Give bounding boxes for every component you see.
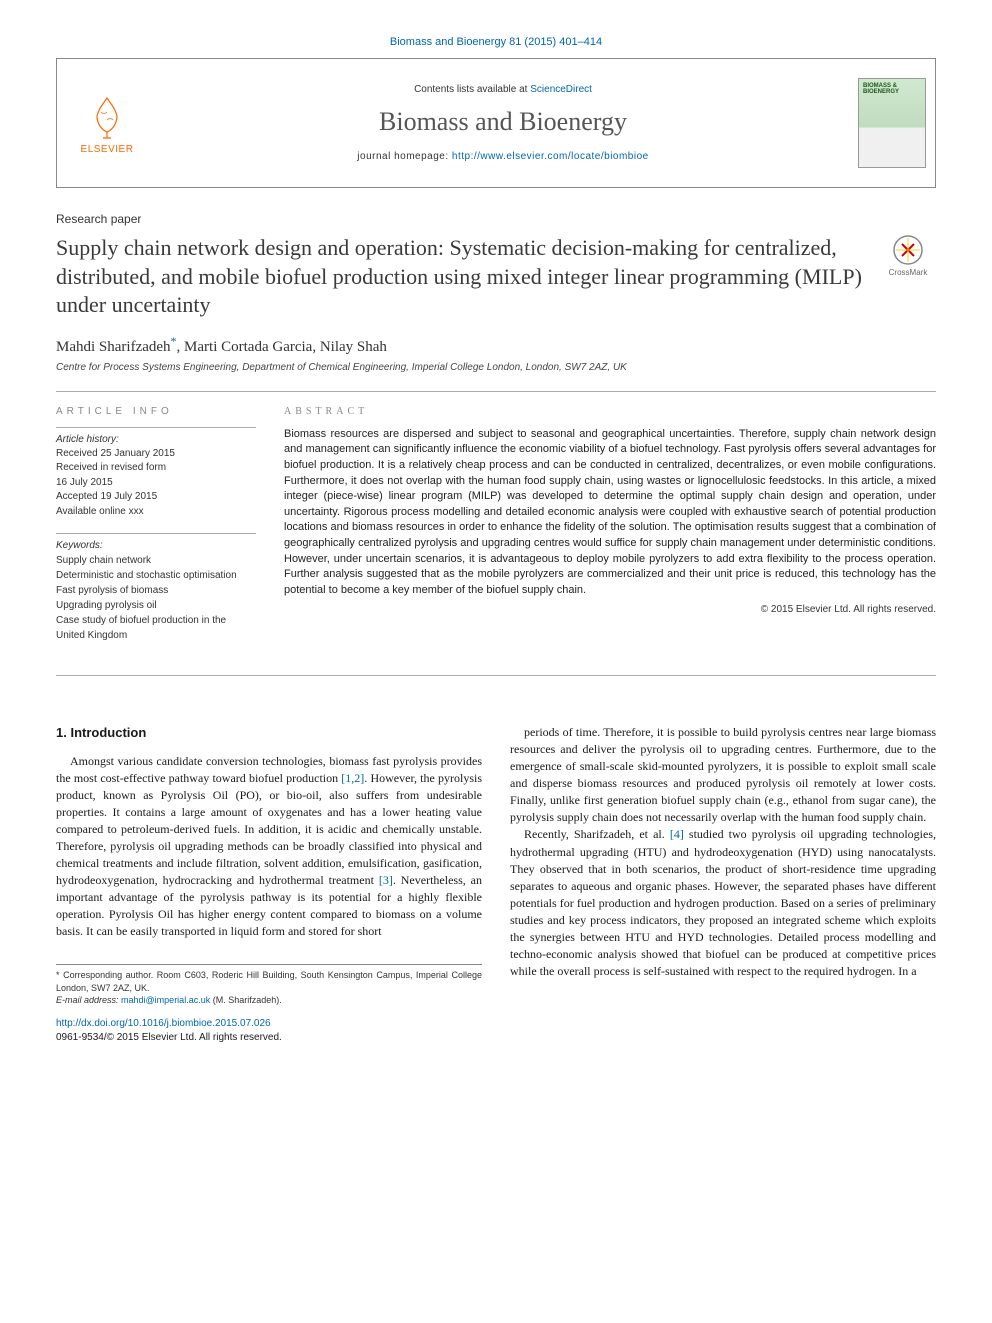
cover-title-text: BIOMASS & BIOENERGY bbox=[863, 83, 899, 95]
abstract-text: Biomass resources are dispersed and subj… bbox=[284, 427, 936, 599]
sciencedirect-link[interactable]: ScienceDirect bbox=[530, 84, 592, 95]
crossmark-label: CrossMark bbox=[889, 268, 928, 277]
email-suffix: (M. Sharifzadeh). bbox=[210, 995, 282, 1005]
author-email-link[interactable]: mahdi@imperial.ac.uk bbox=[121, 995, 210, 1005]
journal-header-box: ELSEVIER Contents lists available at Sci… bbox=[56, 58, 936, 188]
crossmark-badge[interactable]: CrossMark bbox=[880, 234, 936, 277]
keywords-label: Keywords: bbox=[56, 540, 256, 551]
email-label: E-mail address: bbox=[56, 995, 121, 1005]
homepage-prefix: journal homepage: bbox=[357, 151, 452, 162]
journal-homepage-link[interactable]: http://www.elsevier.com/locate/biombioe bbox=[452, 151, 649, 162]
keywords-list: Supply chain networkDeterministic and st… bbox=[56, 553, 256, 643]
article-history-text: Received 25 January 2015Received in revi… bbox=[56, 447, 256, 520]
doi-link[interactable]: http://dx.doi.org/10.1016/j.biombioe.201… bbox=[56, 1018, 271, 1029]
body-paragraph: Amongst various candidate conversion tec… bbox=[56, 753, 482, 940]
paper-type-label: Research paper bbox=[56, 212, 936, 226]
email-line: E-mail address: mahdi@imperial.ac.uk (M.… bbox=[56, 994, 482, 1007]
author-list: Mahdi Sharifzadeh*, Marti Cortada Garcia… bbox=[56, 334, 936, 356]
journal-homepage-line: journal homepage: http://www.elsevier.co… bbox=[357, 151, 648, 162]
crossmark-icon bbox=[892, 234, 924, 266]
corresponding-author-note: * Corresponding author. Room C603, Roder… bbox=[56, 969, 482, 994]
contents-prefix: Contents lists available at bbox=[414, 84, 530, 95]
journal-reference: Biomass and Bioenergy 81 (2015) 401–414 bbox=[56, 36, 936, 48]
footnotes-block: * Corresponding author. Room C603, Roder… bbox=[56, 964, 482, 1007]
issn-copyright-line: 0961-9534/© 2015 Elsevier Ltd. All right… bbox=[56, 1032, 282, 1043]
article-history-label: Article history: bbox=[56, 434, 256, 445]
publisher-logo-block[interactable]: ELSEVIER bbox=[57, 59, 157, 187]
elsevier-tree-icon bbox=[83, 92, 131, 140]
abstract-copyright: © 2015 Elsevier Ltd. All rights reserved… bbox=[284, 604, 936, 615]
article-info-heading: ARTICLE INFO bbox=[56, 406, 256, 417]
body-paragraph: periods of time. Therefore, it is possib… bbox=[510, 724, 936, 826]
publisher-name: ELSEVIER bbox=[81, 144, 134, 155]
journal-name: Biomass and Bioenergy bbox=[379, 107, 627, 137]
contents-available-line: Contents lists available at ScienceDirec… bbox=[414, 84, 592, 95]
body-two-column: 1. Introduction Amongst various candidat… bbox=[56, 724, 936, 1007]
section-heading-intro: 1. Introduction bbox=[56, 724, 482, 742]
paper-title: Supply chain network design and operatio… bbox=[56, 234, 862, 320]
doi-block: http://dx.doi.org/10.1016/j.biombioe.201… bbox=[56, 1017, 936, 1045]
journal-cover-thumbnail[interactable]: BIOMASS & BIOENERGY bbox=[858, 78, 926, 168]
affiliation: Centre for Process Systems Engineering, … bbox=[56, 362, 936, 373]
body-paragraph: Recently, Sharifzadeh, et al. [4] studie… bbox=[510, 826, 936, 979]
abstract-heading: ABSTRACT bbox=[284, 406, 936, 417]
